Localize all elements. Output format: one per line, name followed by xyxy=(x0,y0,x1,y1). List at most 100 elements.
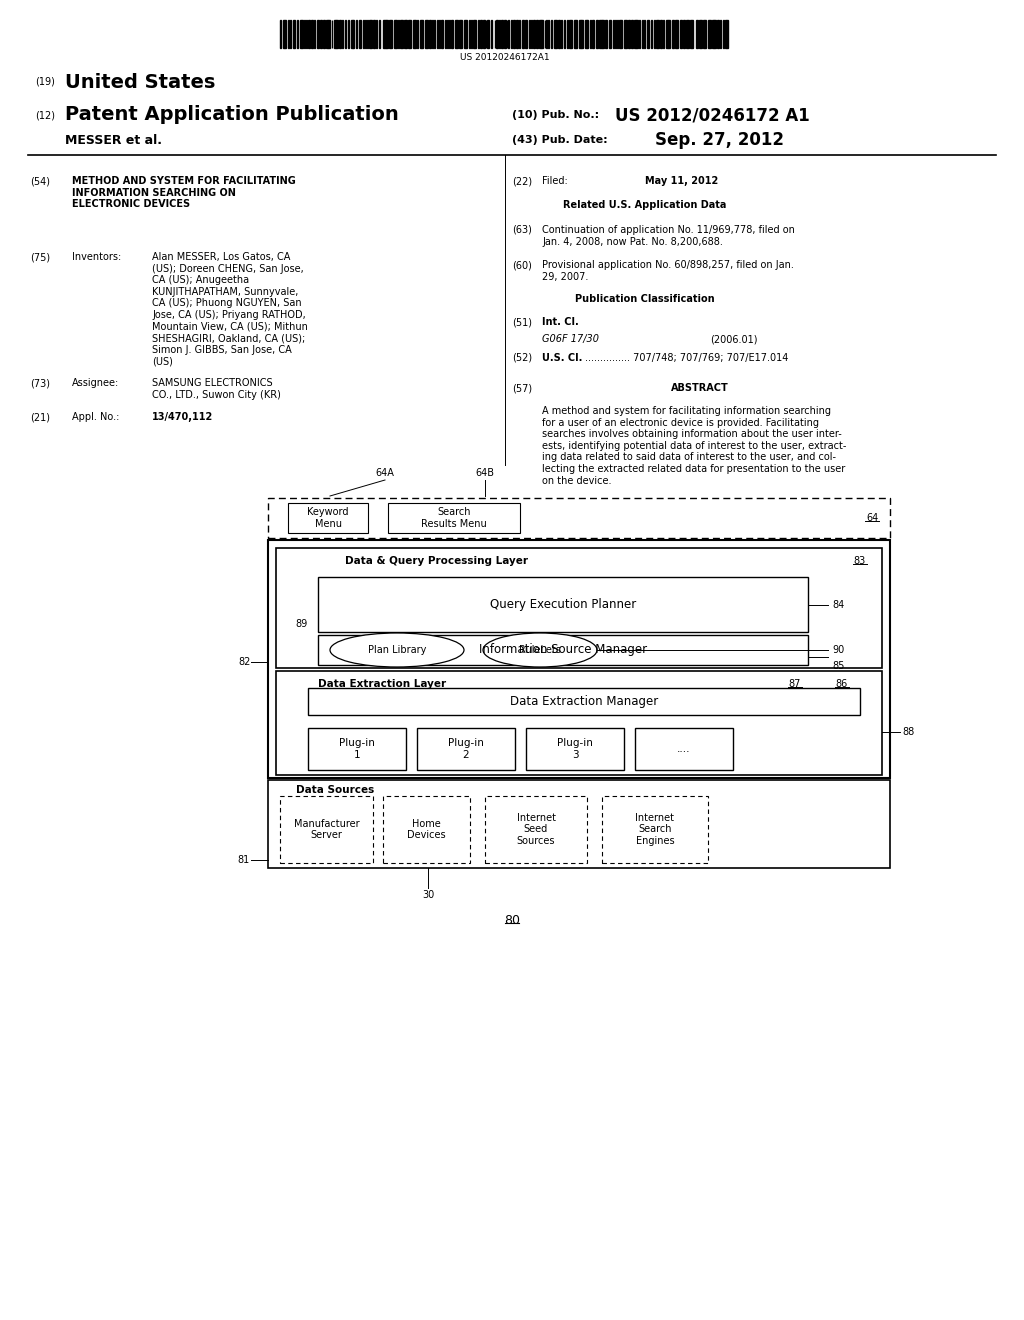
Bar xyxy=(501,20,503,48)
Text: G06F 17/30: G06F 17/30 xyxy=(542,334,599,345)
FancyBboxPatch shape xyxy=(288,503,368,533)
Bar xyxy=(636,20,638,48)
Bar xyxy=(342,20,343,48)
Bar xyxy=(478,20,479,48)
Text: (12): (12) xyxy=(35,110,55,120)
FancyBboxPatch shape xyxy=(308,729,406,770)
FancyBboxPatch shape xyxy=(417,729,515,770)
Bar xyxy=(284,20,287,48)
Text: Keyword
Menu: Keyword Menu xyxy=(307,507,349,529)
Text: Plug-in
3: Plug-in 3 xyxy=(557,738,593,760)
Bar xyxy=(383,20,386,48)
Bar xyxy=(334,20,336,48)
Text: Data Sources: Data Sources xyxy=(296,785,374,795)
Text: Data Extraction Layer: Data Extraction Layer xyxy=(318,678,446,689)
Bar xyxy=(566,20,568,48)
Text: Internet
Seed
Sources: Internet Seed Sources xyxy=(516,813,555,846)
Bar xyxy=(536,20,538,48)
Bar xyxy=(471,20,472,48)
Text: US 2012/0246172 A1: US 2012/0246172 A1 xyxy=(615,106,810,124)
Bar xyxy=(695,20,697,48)
Bar xyxy=(306,20,307,48)
Bar xyxy=(546,20,548,48)
Text: May 11, 2012: May 11, 2012 xyxy=(645,176,718,186)
FancyBboxPatch shape xyxy=(388,503,520,533)
Bar xyxy=(321,20,322,48)
Text: Internet
Search
Engines: Internet Search Engines xyxy=(636,813,675,846)
Bar xyxy=(437,20,438,48)
Bar xyxy=(404,20,406,48)
Text: 90: 90 xyxy=(831,645,844,655)
Bar xyxy=(480,20,482,48)
Text: 84: 84 xyxy=(831,599,844,610)
Bar xyxy=(280,20,282,48)
Bar xyxy=(379,20,380,48)
Text: 64A: 64A xyxy=(376,469,394,478)
Bar xyxy=(717,20,719,48)
Bar xyxy=(551,20,552,48)
Bar xyxy=(725,20,728,48)
Text: (52): (52) xyxy=(512,352,532,363)
Bar xyxy=(632,20,633,48)
Bar xyxy=(656,20,659,48)
Text: Assignee:: Assignee: xyxy=(72,378,119,388)
FancyBboxPatch shape xyxy=(308,688,860,715)
Text: U.S. Cl.: U.S. Cl. xyxy=(542,352,583,363)
Bar xyxy=(635,20,636,48)
FancyBboxPatch shape xyxy=(383,796,470,863)
Bar xyxy=(615,20,616,48)
Text: Appl. No.:: Appl. No.: xyxy=(72,412,120,422)
Bar xyxy=(522,20,524,48)
FancyBboxPatch shape xyxy=(318,635,808,665)
Bar xyxy=(558,20,560,48)
Bar xyxy=(686,20,688,48)
Ellipse shape xyxy=(483,634,597,667)
FancyBboxPatch shape xyxy=(485,796,587,863)
Bar xyxy=(525,20,526,48)
Bar xyxy=(473,20,476,48)
Bar xyxy=(288,20,289,48)
Bar xyxy=(409,20,412,48)
Bar xyxy=(666,20,668,48)
Text: Publication Classification: Publication Classification xyxy=(575,294,715,304)
Bar xyxy=(592,20,594,48)
Bar xyxy=(314,20,315,48)
Text: Manufacturer
Server: Manufacturer Server xyxy=(294,818,359,841)
Bar xyxy=(703,20,707,48)
Bar xyxy=(300,20,303,48)
Bar xyxy=(386,20,388,48)
Bar xyxy=(574,20,577,48)
Bar xyxy=(709,20,712,48)
Bar xyxy=(596,20,598,48)
Text: ....: .... xyxy=(677,744,691,754)
Text: SAMSUNG ELECTRONICS
CO., LTD., Suwon City (KR): SAMSUNG ELECTRONICS CO., LTD., Suwon Cit… xyxy=(152,378,281,400)
Bar xyxy=(399,20,402,48)
Bar xyxy=(569,20,572,48)
Text: RuleLets: RuleLets xyxy=(519,645,561,655)
Text: 30: 30 xyxy=(422,890,434,900)
Bar xyxy=(339,20,341,48)
Text: (57): (57) xyxy=(512,383,532,393)
Bar xyxy=(519,20,520,48)
Text: ABSTRACT: ABSTRACT xyxy=(671,383,729,393)
Text: (10) Pub. No.:: (10) Pub. No.: xyxy=(512,110,599,120)
Bar xyxy=(483,20,484,48)
Bar xyxy=(720,20,722,48)
Text: 89: 89 xyxy=(296,619,308,630)
Bar xyxy=(429,20,431,48)
Bar xyxy=(336,20,338,48)
Bar xyxy=(513,20,514,48)
Text: Related U.S. Application Data: Related U.S. Application Data xyxy=(563,201,727,210)
Bar xyxy=(612,20,614,48)
Bar xyxy=(323,20,325,48)
Bar xyxy=(297,20,298,48)
Text: 64B: 64B xyxy=(475,469,495,478)
Text: 86: 86 xyxy=(836,678,848,689)
Text: Plan Library: Plan Library xyxy=(368,645,426,655)
Bar xyxy=(452,20,454,48)
Bar xyxy=(329,20,330,48)
Bar xyxy=(374,20,375,48)
Bar xyxy=(673,20,674,48)
Ellipse shape xyxy=(330,634,464,667)
Bar xyxy=(660,20,662,48)
